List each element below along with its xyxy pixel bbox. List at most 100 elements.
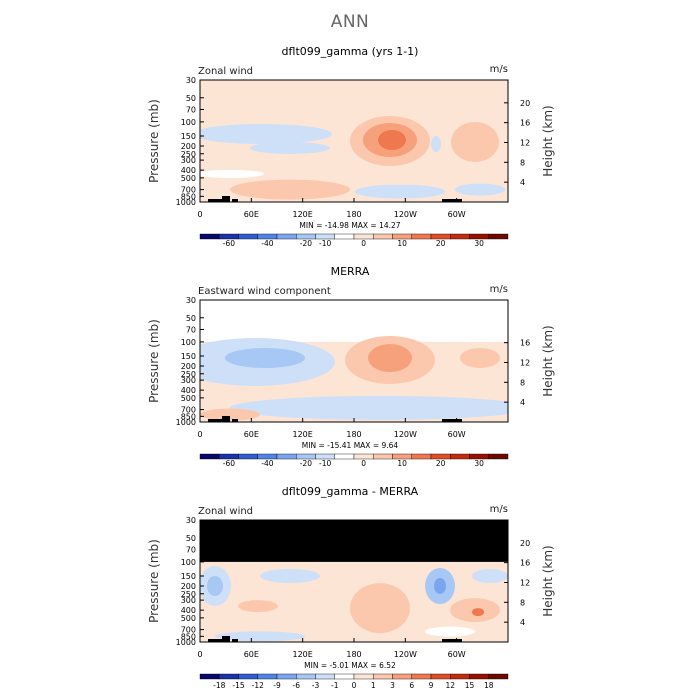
y-tick-label: 850: [181, 632, 196, 641]
colorbar-swatch: [334, 453, 355, 460]
positive-region: [200, 408, 260, 421]
chart-title: dflt099_gamma (yrs 1-1): [282, 45, 419, 58]
y-tick-label: 200: [181, 362, 196, 371]
colorbar-swatch: [411, 233, 432, 240]
masked-region: [200, 520, 508, 562]
colorbar-swatch: [199, 673, 220, 680]
y2-axis-label: Height (km): [541, 105, 555, 176]
y2-tick-label: 20: [520, 99, 530, 108]
chart-title: dflt099_gamma - MERRA: [282, 485, 419, 498]
chart-panel-1: dflt099_gamma (yrs 1-1) Zonal wind m/s 30 50…: [147, 45, 555, 248]
y2-axis-label: Height (km): [541, 545, 555, 616]
y-tick-label: 70: [186, 105, 196, 114]
colorbar-label: -12: [252, 681, 264, 690]
colorbar-swatch: [238, 673, 258, 680]
y-axis-label: Pressure (mb): [147, 319, 161, 403]
y-tick-label: 850: [181, 412, 196, 421]
x-tick-label: 60E: [244, 210, 259, 219]
colorbar-swatch: [276, 673, 297, 680]
y-tick-label: 1000: [176, 198, 196, 207]
chart-title: MERRA: [331, 265, 370, 278]
y-tick-label: 150: [181, 572, 196, 581]
y-tick-label: 100: [181, 118, 196, 127]
colorbar-swatch: [199, 233, 220, 240]
y2-tick-label: 16: [520, 339, 530, 348]
colorbar-label: -1: [331, 681, 339, 690]
topography-mask: [222, 196, 230, 202]
positive-region: [472, 608, 484, 617]
y2-tick-label: 16: [520, 559, 530, 568]
y-tick-label: 300: [181, 156, 196, 165]
colorbar-label: 12: [445, 681, 455, 690]
colorbar-swatch: [488, 673, 509, 680]
colorbar-label: 30: [474, 239, 484, 248]
colorbar-label: 20: [436, 459, 446, 468]
units-label: m/s: [490, 504, 508, 515]
y-tick-label: 700: [181, 626, 196, 635]
y-tick-label: 30: [186, 516, 196, 525]
topography-mask: [232, 639, 238, 642]
colorbar-swatch: [199, 453, 220, 460]
colorbar-label: -40: [261, 239, 273, 248]
colorbar-label: -10: [319, 239, 331, 248]
y2-tick-label: 12: [520, 358, 530, 367]
positive-region: [350, 583, 410, 634]
colorbar-swatch: [238, 453, 258, 460]
min-max-stats: MIN = -15.41 MAX = 9.64: [302, 441, 399, 450]
colorbar-swatch: [392, 673, 412, 680]
negative-region: [207, 576, 223, 597]
negative-region: [225, 347, 305, 368]
x-tick-label: 180: [346, 210, 361, 219]
missing-region: [200, 300, 508, 342]
jet-core: [378, 130, 406, 151]
y-tick-label: 200: [181, 142, 196, 151]
colorbar-label: 18: [484, 681, 494, 690]
negative-region: [260, 568, 320, 583]
colorbar-swatch: [334, 233, 355, 240]
colorbar-swatch: [334, 673, 355, 680]
topography-mask: [208, 419, 222, 422]
min-max-stats: MIN = -14.98 MAX = 14.27: [299, 221, 400, 230]
colorbar-label: 15: [465, 681, 475, 690]
y-axis-label: Pressure (mb): [147, 539, 161, 623]
topography-mask: [208, 639, 222, 642]
y2-tick-label: 4: [520, 178, 525, 187]
y-tick-label: 500: [181, 174, 196, 183]
colorbar-swatch: [373, 673, 393, 680]
x-tick-label: 120E: [293, 210, 313, 219]
colorbar-label: 1: [371, 681, 376, 690]
y2-tick-label: 20: [520, 539, 530, 548]
topography-mask: [442, 639, 462, 642]
colorbar-label: 10: [397, 239, 407, 248]
x-tick-label: 60E: [244, 430, 259, 439]
x-tick-label: 60W: [448, 210, 466, 219]
x-tick-label: 120W: [394, 650, 417, 659]
y2-tick-label: 16: [520, 119, 530, 128]
colorbar-swatch: [373, 233, 393, 240]
positive-region: [460, 347, 500, 368]
positive-region: [230, 179, 350, 200]
colorbar-swatch: [373, 453, 393, 460]
colorbar-label: 0: [361, 459, 366, 468]
y-tick-label: 30: [186, 76, 196, 85]
negative-region: [215, 631, 305, 642]
colorbar-swatch: [296, 673, 316, 680]
y-tick-label: 700: [181, 186, 196, 195]
colorbar-label: 3: [390, 681, 395, 690]
colorbar-swatch: [219, 673, 239, 680]
y-tick-label: 200: [181, 582, 196, 591]
colorbar-swatch: [430, 673, 451, 680]
y-tick-label: 850: [181, 192, 196, 201]
x-tick-label: 60W: [448, 430, 466, 439]
colorbar-swatch: [238, 233, 258, 240]
colorbar-swatch: [450, 453, 470, 460]
y-tick-label: 50: [186, 314, 196, 323]
x-tick-label: 180: [346, 430, 361, 439]
y2-tick-label: 8: [520, 598, 525, 607]
y-tick-label: 50: [186, 94, 196, 103]
neutral-region: [200, 169, 264, 178]
y-tick-label: 250: [181, 150, 196, 159]
colorbar-label: 6: [409, 681, 414, 690]
negative-region: [472, 568, 508, 583]
